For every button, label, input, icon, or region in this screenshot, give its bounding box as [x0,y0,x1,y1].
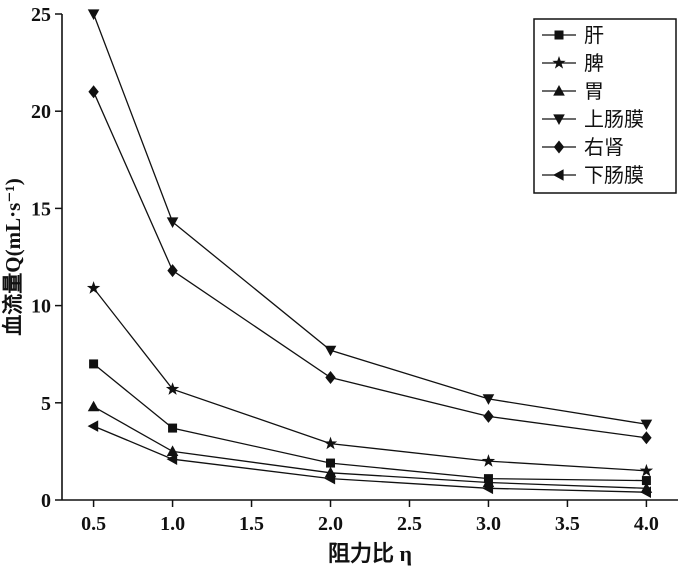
diamond-marker [553,140,565,154]
triangle-left-marker [553,169,564,181]
x-tick-label: 1.0 [160,513,185,535]
diamond-marker [483,409,494,423]
triangle-down-marker [166,217,179,229]
legend-item: 肝 [542,25,604,47]
x-tick-label: 4.0 [634,513,659,535]
series-2-line [86,281,654,477]
x-tick-label: 2.0 [318,513,343,535]
x-tick-label: 3.5 [555,513,580,535]
triangle-up-marker [553,85,565,96]
x-tick-label: 0.5 [81,513,106,535]
triangle-left-marker [640,486,652,499]
x-tick-label: 2.5 [397,513,422,535]
y-tick-label: 10 [31,296,51,318]
axes: 0.5 1.0 1.5 2.0 2.5 3.0 3.5 4.0 0 5 10 15 20 25 [31,4,678,535]
legend-label: 肝 [584,25,604,47]
diamond-marker [641,431,652,445]
star-marker [481,454,496,467]
legend-label: 下肠膜 [584,164,644,187]
triangle-up-marker [166,445,179,456]
star-marker [323,436,338,450]
triangle-down-marker [553,114,565,125]
y-axis-title: 血流量Q(mL·s⁻¹) [1,178,25,335]
square-marker [89,359,99,369]
series-4-line [87,9,653,431]
y-tick-label: 25 [31,4,51,26]
series-3-line [87,400,653,493]
legend-item: 右肾 [542,136,624,159]
star-marker [165,382,180,395]
legend-label: 脾 [584,52,604,75]
y-tick-label: 20 [31,101,51,123]
diamond-marker [325,371,336,385]
triangle-down-marker [87,9,100,20]
y-tick-label: 15 [31,198,51,220]
triangle-down-marker [324,345,337,357]
star-marker [639,463,654,477]
square-marker [326,458,336,468]
y-tick-label: 5 [41,393,51,415]
triangle-up-marker [87,400,100,412]
legend-item: 脾 [542,52,604,75]
triangle-left-marker [482,482,494,495]
series-6-line [87,420,652,499]
diamond-marker [88,85,99,99]
x-axis-title: 阻力比 η [328,541,412,566]
series-5-line [88,85,652,445]
square-marker [641,476,651,486]
y-tick-label: 0 [41,490,51,512]
x-tick-label: 3.0 [476,513,501,535]
legend-item: 下肠膜 [542,164,644,187]
triangle-left-marker [166,453,178,465]
star-marker [86,281,101,294]
triangle-down-marker [482,394,495,405]
legend-box [533,18,677,194]
legend-item: 胃 [542,81,604,103]
legend-item: 上肠膜 [542,108,644,131]
legend-label: 右肾 [584,136,624,159]
triangle-down-marker [640,419,653,431]
star-marker [552,56,566,69]
square-marker [554,30,564,40]
legend-label: 胃 [584,81,604,103]
triangle-left-marker [324,472,336,485]
legend-label: 上肠膜 [584,108,644,131]
square-marker [168,423,178,433]
triangle-left-marker [87,420,99,432]
diamond-marker [167,264,178,278]
x-tick-label: 1.5 [239,513,264,535]
